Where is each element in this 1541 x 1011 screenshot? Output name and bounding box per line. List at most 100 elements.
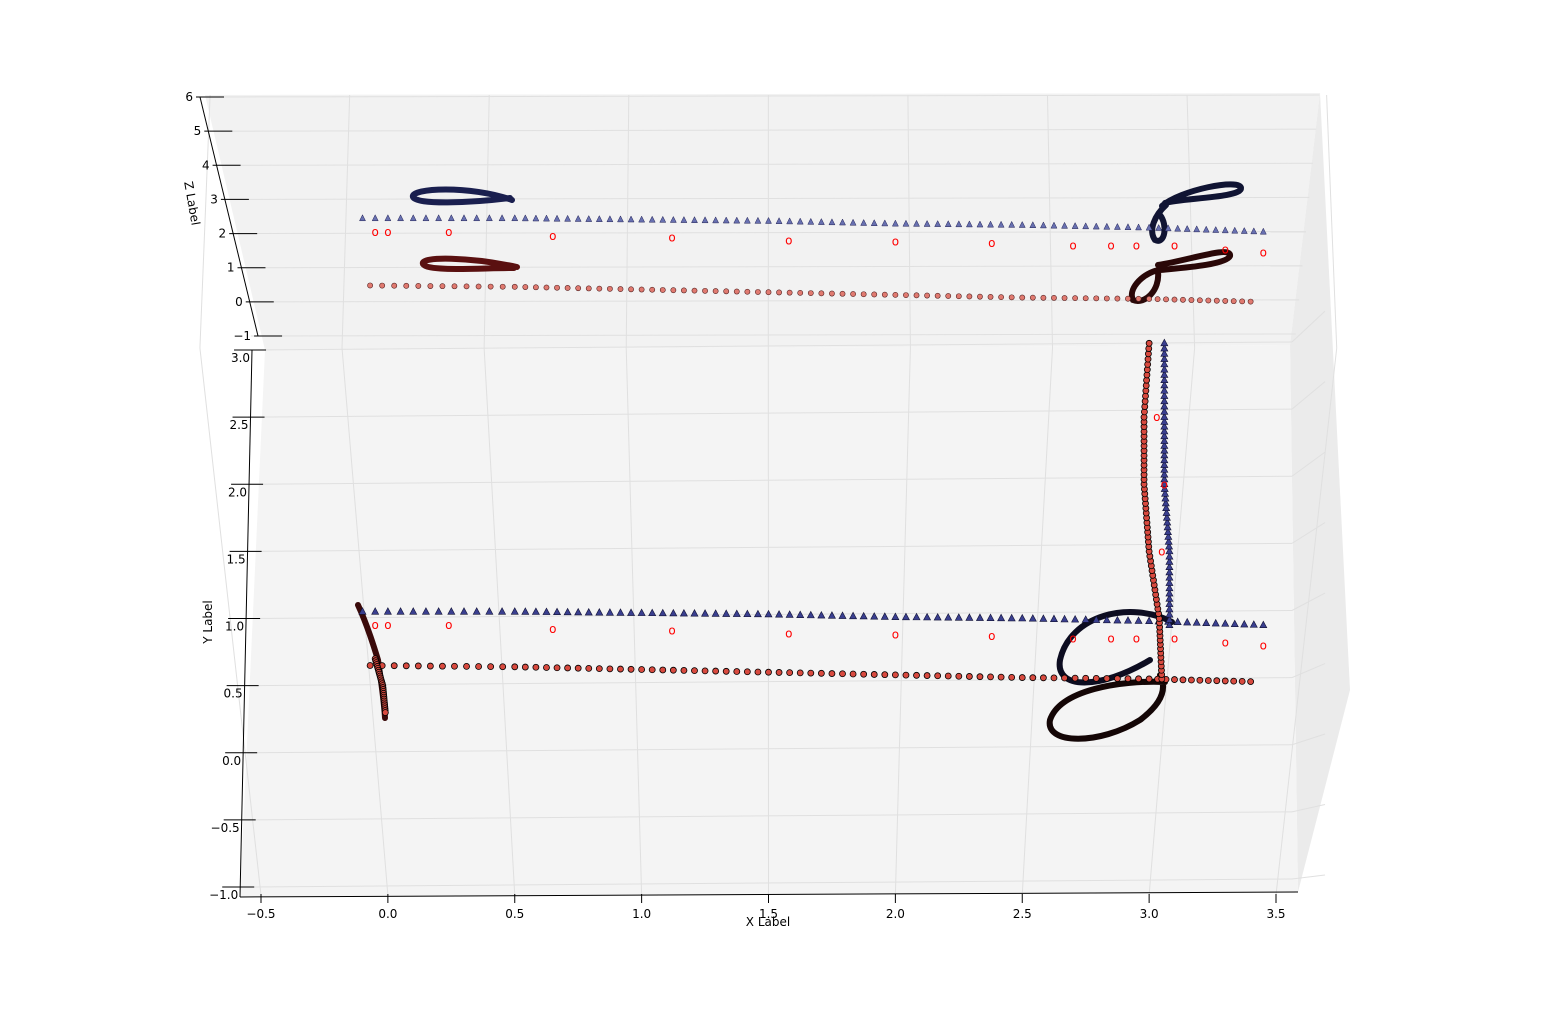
triangle-marker: [1165, 573, 1174, 581]
circle-marker-z: [427, 283, 434, 289]
x-tick-label: 0.5: [505, 907, 524, 921]
triangle-marker: [1160, 407, 1169, 415]
o-marker: o: [892, 628, 899, 642]
triangle-marker: [1165, 594, 1174, 602]
triangle-marker: [997, 613, 1006, 622]
triangle-marker-z: [1183, 224, 1191, 232]
triangle-marker: [1164, 532, 1173, 540]
triangle-marker: [880, 612, 889, 620]
circle-marker-z: [575, 285, 582, 292]
circle-marker: [499, 663, 507, 671]
triangle-marker-z: [1145, 223, 1153, 231]
triangle-marker-z: [1155, 223, 1163, 231]
circle-marker: [648, 666, 656, 674]
triangle-marker: [679, 608, 688, 617]
triangle-marker-z: [1114, 222, 1121, 230]
z-grid-line: [240, 265, 1303, 269]
y-grid-line-side: [1291, 663, 1326, 679]
triangle-marker: [1211, 618, 1220, 627]
triangle-marker-z: [543, 214, 550, 222]
triangle-marker: [701, 609, 710, 617]
triangle-marker: [1134, 616, 1143, 624]
circle-marker: [606, 665, 614, 673]
triangle-marker: [1183, 617, 1192, 626]
triangle-marker: [1145, 616, 1154, 624]
x-tick-label: 0.0: [378, 907, 397, 921]
circle-marker: [426, 662, 434, 670]
circle-marker: [1050, 674, 1058, 682]
circle-marker: [532, 663, 540, 671]
triangle-marker: [806, 610, 815, 619]
triangle-marker-z: [701, 216, 709, 224]
circle-marker: [1204, 677, 1212, 684]
triangle-marker-z: [754, 216, 762, 224]
o-marker: o: [1161, 477, 1168, 491]
circle-marker-z: [871, 291, 878, 298]
triangle-marker: [690, 609, 699, 617]
circle-marker-z: [818, 290, 825, 297]
circle-marker-z: [839, 290, 846, 297]
circle-marker-z: [755, 289, 761, 295]
triangle-marker: [1165, 583, 1174, 592]
z-grid-line: [225, 162, 1313, 166]
triangle-marker: [595, 608, 604, 616]
o-marker-z: o: [1171, 239, 1178, 253]
triangle-marker: [1164, 537, 1173, 545]
triangle-marker: [1160, 450, 1169, 459]
circle-marker-z: [1103, 295, 1110, 302]
triangle-marker-z: [1221, 226, 1229, 234]
triangle-marker-z: [765, 216, 772, 224]
triangle-marker: [1160, 484, 1169, 492]
triangle-marker: [1160, 465, 1169, 473]
circle-marker: [638, 666, 646, 673]
triangle-marker: [1049, 614, 1058, 622]
x-grid-line: [199, 347, 262, 896]
z-grid-line: [214, 94, 1320, 98]
y-grid-line-side: [1291, 522, 1326, 544]
triangle-marker: [1165, 562, 1174, 570]
z-tick-label: 1: [227, 261, 235, 275]
circle-marker: [965, 673, 973, 680]
triangle-marker-z: [1212, 225, 1220, 233]
triangle-marker-z: [733, 216, 741, 224]
circle-marker: [414, 662, 422, 670]
circle-marker-z: [924, 292, 930, 299]
y-grid-line: [247, 408, 1293, 418]
circle-marker-z: [966, 293, 973, 300]
triangle-marker-z: [521, 214, 529, 222]
triangle-marker: [669, 608, 678, 617]
circle-marker-z: [691, 287, 698, 294]
triangle-marker: [485, 607, 494, 615]
circle-marker: [585, 664, 593, 672]
circle-marker: [1213, 677, 1221, 685]
triangle-marker-z: [638, 215, 646, 223]
circle-marker-z: [511, 283, 518, 290]
triangle-marker: [1161, 494, 1170, 502]
x-grid-line-back: [1046, 94, 1054, 349]
circle-marker-z: [1239, 298, 1246, 305]
triangle-marker-z: [1135, 223, 1142, 231]
circle-marker: [1238, 677, 1246, 685]
triangle-marker-z: [359, 214, 366, 222]
circle-marker-z: [987, 293, 994, 300]
triangle-marker: [1165, 552, 1174, 560]
circle-marker-z: [415, 283, 422, 289]
triangle-marker: [1160, 422, 1169, 430]
y-grid-line-side: [1291, 733, 1326, 746]
upper-triangle-trail: [410, 186, 515, 206]
circle-marker: [1029, 674, 1037, 682]
triangle-marker: [1160, 431, 1169, 440]
triangle-marker: [1060, 614, 1069, 623]
circle-marker-z: [403, 282, 410, 289]
triangle-marker: [1221, 619, 1230, 627]
triangle-marker-z: [1018, 220, 1026, 228]
circle-marker: [439, 662, 446, 670]
circle-marker: [923, 672, 931, 679]
o-marker: o: [384, 618, 391, 632]
circle-marker-z: [1082, 295, 1089, 302]
triangle-marker: [753, 609, 762, 618]
y-grid-line: [247, 542, 1293, 552]
triangle-marker: [409, 607, 418, 615]
o-marker-z: o: [1260, 245, 1267, 259]
circle-marker: [1171, 676, 1178, 683]
